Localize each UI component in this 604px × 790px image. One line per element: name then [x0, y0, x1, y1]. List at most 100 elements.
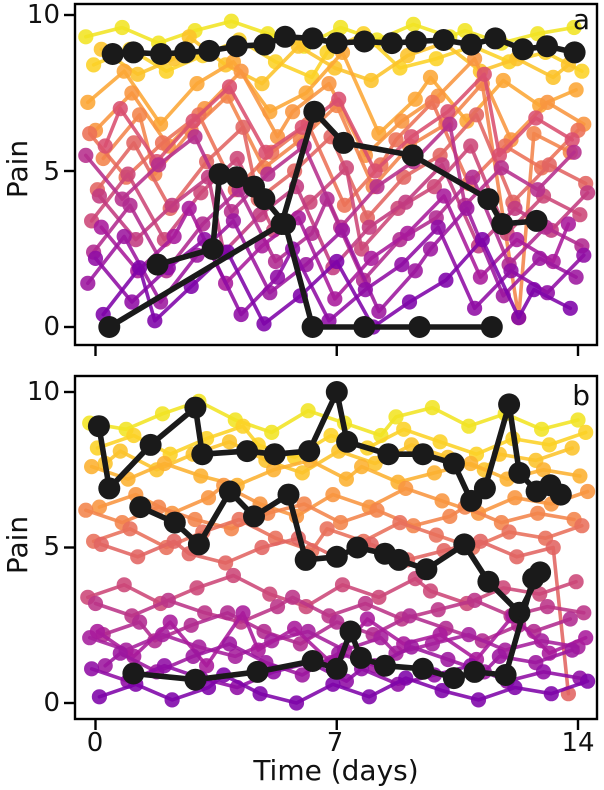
patient-trajectory-point: [405, 16, 421, 32]
highlighted-trajectory-point: [129, 496, 152, 519]
patient-trajectory-point: [428, 527, 444, 543]
patient-trajectory-point: [501, 524, 517, 540]
highlighted-trajectory-point: [325, 32, 348, 55]
patient-trajectory-point: [132, 260, 148, 276]
patient-trajectory-point: [334, 222, 351, 238]
patient-trajectory-point: [562, 300, 578, 316]
patient-trajectory-point: [442, 508, 458, 524]
patient-trajectory-point: [545, 539, 561, 556]
patient-trajectory-point: [491, 147, 507, 163]
patient-trajectory-point: [227, 648, 243, 665]
patient-trajectory-point: [130, 549, 146, 565]
patient-trajectory-point: [568, 574, 584, 590]
patient-trajectory-point: [333, 19, 349, 36]
patient-trajectory-point: [338, 471, 354, 487]
patient-trajectory-point: [432, 434, 448, 450]
highlighted-trajectory-point: [174, 41, 197, 64]
patient-trajectory-point: [361, 219, 377, 235]
highlighted-trajectory-point: [415, 558, 438, 581]
patient-trajectory-point: [252, 207, 268, 223]
highlighted-trajectory-point: [401, 144, 424, 167]
patient-trajectory-point: [233, 306, 249, 323]
highlighted-trajectory-point: [484, 27, 507, 50]
patient-trajectory-point: [394, 257, 410, 273]
panel-b-ytick-0: 0: [43, 688, 60, 718]
patient-trajectory-point: [158, 63, 174, 79]
patient-trajectory-point: [122, 197, 138, 213]
patient-trajectory-point: [218, 555, 234, 571]
patient-trajectory-point: [535, 462, 552, 478]
highlighted-trajectory-point: [377, 443, 400, 466]
patient-trajectory-point: [82, 126, 98, 142]
patient-trajectory-point: [401, 608, 418, 624]
patient-trajectory-point: [463, 138, 479, 154]
patient-trajectory-point: [363, 72, 379, 89]
patient-trajectory-point: [403, 639, 420, 655]
patient-trajectory-point: [166, 228, 182, 245]
patient-trajectory-point: [438, 272, 454, 288]
patient-trajectory-point: [325, 676, 341, 692]
patient-trajectory-point: [130, 66, 146, 82]
patient-trajectory-point: [132, 107, 148, 123]
patient-trajectory-point: [334, 577, 351, 593]
patient-trajectory-point: [388, 132, 404, 148]
highlighted-trajectory-point: [243, 505, 265, 528]
patient-trajectory-point: [287, 620, 303, 637]
patient-trajectory-point: [288, 695, 305, 711]
patient-trajectory-point: [319, 191, 335, 207]
patient-trajectory-point: [160, 592, 176, 609]
patient-trajectory-point: [491, 648, 507, 665]
patient-trajectory-point: [526, 126, 542, 142]
highlighted-trajectory-point: [236, 440, 259, 463]
patient-trajectory-point: [331, 91, 347, 107]
patient-trajectory-point: [122, 521, 138, 537]
patient-trajectory-point: [187, 511, 203, 528]
patient-trajectory-point: [124, 85, 140, 101]
patient-trajectory-point: [363, 250, 379, 266]
highlighted-trajectory-point: [353, 316, 376, 338]
patient-trajectory-point: [296, 496, 312, 512]
highlighted-trajectory-point: [498, 393, 521, 416]
highlighted-trajectory-line: [137, 488, 543, 616]
patient-trajectory-point: [564, 642, 580, 658]
patient-trajectory-point: [373, 630, 389, 646]
patient-trajectory-point: [325, 487, 341, 503]
patient-trajectory-point: [422, 69, 439, 85]
highlighted-trajectory-point: [184, 396, 207, 419]
patient-trajectory-point: [511, 310, 527, 326]
highlighted-trajectory-point: [87, 415, 110, 438]
patient-trajectory-point: [84, 661, 100, 677]
patient-trajectory-point: [333, 515, 349, 531]
patient-trajectory-point: [474, 232, 490, 248]
panel-b-series: [78, 381, 596, 711]
patient-trajectory-point: [572, 207, 588, 223]
highlighted-trajectory-point: [225, 35, 248, 58]
patient-trajectory-point: [509, 232, 525, 248]
patient-trajectory-point: [189, 580, 205, 596]
panel-a-series: [78, 13, 596, 338]
patient-trajectory-point: [250, 642, 266, 658]
patient-trajectory-point: [78, 147, 94, 163]
patient-trajectory-point: [580, 483, 596, 500]
highlighted-trajectory-point: [325, 545, 348, 568]
patient-trajectory-point: [132, 614, 148, 630]
patient-trajectory-point: [507, 490, 523, 506]
patient-trajectory-point: [430, 219, 446, 235]
highlighted-trajectory-point: [277, 483, 300, 506]
patient-trajectory-point: [407, 91, 423, 107]
patient-trajectory-point: [231, 511, 247, 528]
patient-trajectory-point: [91, 689, 107, 705]
highlighted-trajectory-point: [339, 620, 362, 643]
highlighted-trajectory-point: [460, 33, 483, 56]
patient-trajectory-point: [400, 48, 416, 64]
patient-trajectory-point: [116, 63, 132, 79]
patient-trajectory-point: [162, 614, 178, 630]
patient-trajectory-point: [185, 648, 201, 665]
patient-trajectory-point: [534, 633, 550, 649]
patient-trajectory-point: [476, 66, 492, 82]
patient-trajectory-point: [422, 583, 439, 599]
patient-trajectory-point: [154, 135, 171, 151]
panel-b-letter: b: [572, 379, 590, 412]
patient-trajectory-point: [86, 57, 102, 73]
patient-trajectory-point: [156, 455, 172, 472]
